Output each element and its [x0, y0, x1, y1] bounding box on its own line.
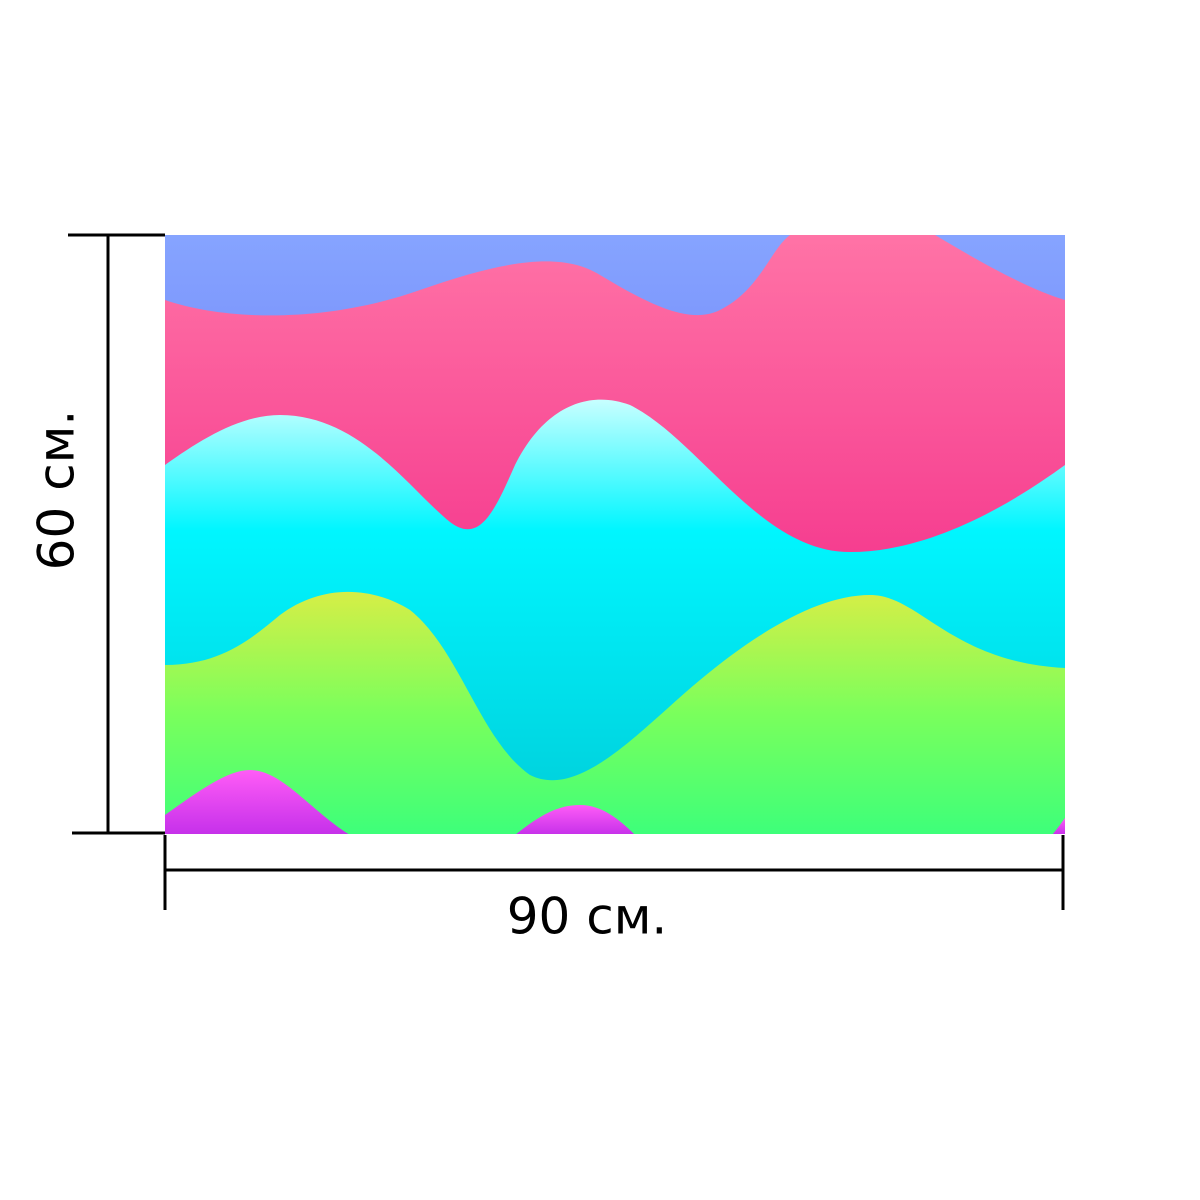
magenta-blob: [165, 770, 349, 834]
width-label: 90 см.: [507, 888, 668, 946]
width-dimension: 90 см.: [163, 835, 1065, 946]
height-label: 60 см.: [28, 410, 86, 571]
magenta-blob: [1052, 818, 1065, 834]
wave-artwork: [165, 235, 1065, 834]
magenta-blob: [516, 805, 634, 834]
green-layer: [165, 591, 1065, 834]
height-dimension: 60 см.: [28, 233, 165, 835]
